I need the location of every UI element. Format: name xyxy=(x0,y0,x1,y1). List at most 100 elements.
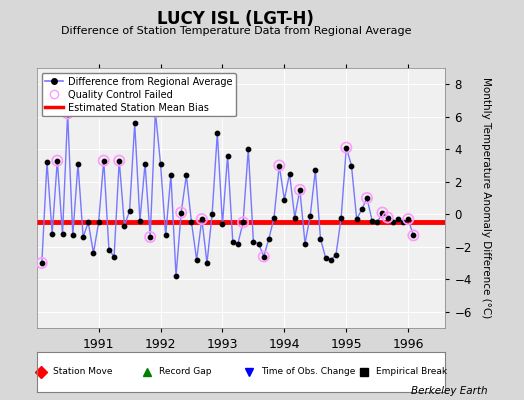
Point xyxy=(347,162,356,169)
Point xyxy=(172,273,180,279)
Point xyxy=(259,253,268,260)
Point xyxy=(187,219,195,226)
Point xyxy=(110,253,118,260)
Point xyxy=(198,216,206,222)
Point xyxy=(79,234,88,240)
Point xyxy=(198,216,206,222)
Text: Difference of Station Temperature Data from Regional Average: Difference of Station Temperature Data f… xyxy=(61,26,411,36)
Point xyxy=(316,236,325,242)
Point xyxy=(177,210,185,216)
Point xyxy=(363,195,371,201)
Point xyxy=(156,161,165,167)
Point xyxy=(182,172,191,178)
Point xyxy=(384,214,392,221)
Point xyxy=(223,152,232,159)
Point xyxy=(353,216,361,222)
Point xyxy=(239,219,247,226)
Point xyxy=(259,253,268,260)
Text: Time of Obs. Change: Time of Obs. Change xyxy=(261,368,356,376)
Point xyxy=(38,260,46,266)
Point xyxy=(368,218,376,224)
Point xyxy=(146,234,155,240)
Point xyxy=(53,158,61,164)
Point xyxy=(69,232,77,238)
Point xyxy=(326,256,335,263)
Text: Station Move: Station Move xyxy=(53,368,113,376)
Point xyxy=(58,230,67,237)
Point xyxy=(363,195,371,201)
Point xyxy=(105,247,113,253)
Point xyxy=(342,144,351,151)
Point xyxy=(89,250,97,256)
Point xyxy=(265,236,273,242)
Point xyxy=(296,187,304,193)
Point xyxy=(48,230,57,237)
Point xyxy=(254,240,263,247)
Y-axis label: Monthly Temperature Anomaly Difference (°C): Monthly Temperature Anomaly Difference (… xyxy=(481,77,491,319)
Point xyxy=(384,214,392,221)
Point xyxy=(275,162,283,169)
Point xyxy=(84,219,92,226)
Point xyxy=(125,208,134,214)
Point xyxy=(378,210,387,216)
Point xyxy=(275,162,283,169)
Point xyxy=(146,234,155,240)
Point xyxy=(357,206,366,212)
Point xyxy=(234,240,242,247)
Point xyxy=(249,239,258,245)
Text: Empirical Break: Empirical Break xyxy=(376,368,447,376)
Point xyxy=(43,159,51,166)
Point xyxy=(136,218,144,224)
Point xyxy=(74,161,82,167)
Point xyxy=(322,255,330,261)
Point xyxy=(409,232,418,238)
Point xyxy=(53,158,61,164)
Point xyxy=(219,221,227,227)
Point xyxy=(342,144,351,151)
Point xyxy=(404,216,412,222)
Point xyxy=(213,130,222,136)
Point xyxy=(192,256,201,263)
Point xyxy=(337,214,345,221)
Point xyxy=(130,120,139,126)
Point xyxy=(228,239,237,245)
Point xyxy=(141,161,149,167)
Point xyxy=(290,214,299,221)
Point xyxy=(239,219,247,226)
Text: Record Gap: Record Gap xyxy=(159,368,212,376)
Point xyxy=(167,172,175,178)
Point xyxy=(311,167,320,174)
Text: Berkeley Earth: Berkeley Earth xyxy=(411,386,487,396)
Point xyxy=(301,240,309,247)
Point xyxy=(286,170,294,177)
Point xyxy=(373,219,381,226)
Point xyxy=(404,216,412,222)
Point xyxy=(38,260,46,266)
Point xyxy=(115,158,124,164)
Point xyxy=(296,187,304,193)
Legend: Difference from Regional Average, Quality Control Failed, Estimated Station Mean: Difference from Regional Average, Qualit… xyxy=(41,73,236,116)
Point xyxy=(332,252,340,258)
Point xyxy=(280,196,289,203)
Point xyxy=(203,260,211,266)
Point xyxy=(389,219,397,226)
Point xyxy=(94,219,103,226)
Point xyxy=(63,110,72,117)
Point xyxy=(151,109,160,115)
Point xyxy=(177,210,185,216)
Point xyxy=(378,210,387,216)
Point xyxy=(115,158,124,164)
Point xyxy=(120,222,128,229)
Point xyxy=(306,213,314,219)
Point xyxy=(394,216,402,222)
Point xyxy=(244,146,253,152)
Text: LUCY ISL (LGT-H): LUCY ISL (LGT-H) xyxy=(157,10,314,28)
Point xyxy=(208,211,216,218)
Point xyxy=(100,158,108,164)
Point xyxy=(399,219,407,226)
Point xyxy=(151,109,160,115)
Point xyxy=(63,110,72,117)
Point xyxy=(100,158,108,164)
Point xyxy=(161,232,170,238)
Point xyxy=(409,232,418,238)
